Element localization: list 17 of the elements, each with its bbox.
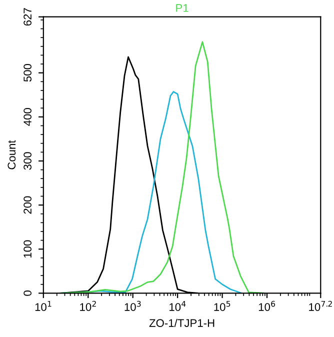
- y-tick-label: 300: [24, 152, 32, 170]
- y-tick-label: 200: [24, 196, 32, 214]
- x-tick-label: 10$^{2}$: [80, 300, 96, 311]
- x-tick-label: 10$^{5}$: [214, 300, 230, 311]
- x-tick-label: 10$^{7.2}$: [309, 300, 332, 311]
- text: P1: [176, 4, 188, 12]
- y-tick-label: 500: [24, 64, 32, 82]
- x-tick-label: 10$^{1}$: [35, 300, 52, 311]
- x-tick-label: 10$^{6}$: [258, 300, 276, 311]
- y-tick-label: 627: [24, 8, 32, 26]
- y-tick-label: 100: [24, 240, 32, 258]
- y-tick-label: 400: [24, 108, 32, 126]
- x-tick-label: 10$^{4}$: [170, 300, 186, 311]
- x-axis-title: ZO-1/TJP1-H: [149, 318, 214, 327]
- x-tick-label: 10$^{3}$: [124, 300, 141, 311]
- y-axis-title: Count: [8, 140, 16, 170]
- y-tick-label: 0: [24, 290, 32, 296]
